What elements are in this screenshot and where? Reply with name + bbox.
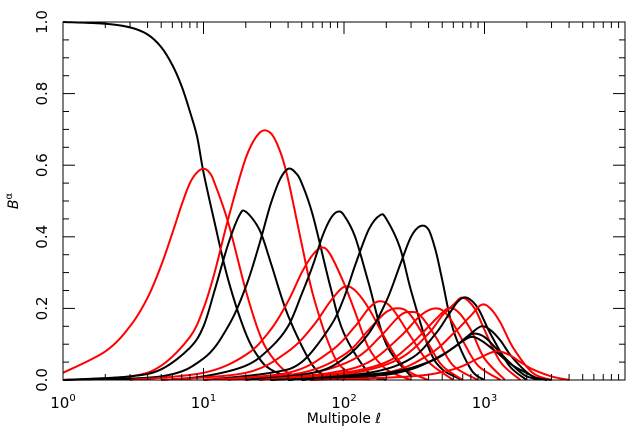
- y-axis-label-superscript: α: [4, 192, 15, 199]
- x-tick-label-base: 10: [472, 394, 491, 412]
- series-line-5: [62, 167, 387, 381]
- series-layer: [62, 21, 570, 381]
- x-tick-label-base: 10: [331, 394, 350, 412]
- series-line-12: [245, 310, 479, 381]
- series-line-7: [161, 210, 412, 381]
- x-tick-label-exponent: 2: [350, 393, 356, 404]
- series-line-21: [270, 335, 541, 381]
- y-axis-label: Bα: [4, 192, 22, 209]
- series-line-1: [62, 21, 313, 381]
- series-line-17: [288, 296, 528, 381]
- x-axis-label: Multipole ℓ: [307, 411, 381, 427]
- y-tick-label: 0.2: [33, 296, 51, 320]
- x-tick-label-exponent: 3: [491, 393, 497, 404]
- series-line-22: [312, 350, 570, 381]
- y-tick-label: 0.4: [33, 225, 51, 249]
- x-minor-ticks: [104, 22, 620, 380]
- x-tick-label: 100: [50, 393, 75, 412]
- y-axis: 0.0 0.2 0.4 0.6 0.8 1.0: [33, 10, 625, 392]
- x-tick-label: 101: [191, 393, 216, 412]
- x-tick-label-exponent: 0: [69, 393, 75, 404]
- x-tick-label-exponent: 1: [210, 393, 216, 404]
- y-tick-label: 0.6: [33, 153, 51, 177]
- series-line-18: [301, 303, 552, 381]
- series-line-15: [270, 306, 506, 381]
- series-line-4: [62, 209, 345, 381]
- y-tick-label: 1.0: [33, 10, 51, 34]
- series-line-11: [228, 307, 464, 381]
- series-line-10: [203, 300, 454, 381]
- series-line-16: [287, 296, 522, 381]
- y-tick-label: 0.8: [33, 82, 51, 106]
- x-tick-label-base: 10: [50, 394, 69, 412]
- plot-frame: [62, 21, 626, 381]
- y-axis-label-base: B: [6, 199, 22, 209]
- series-line-2: [62, 167, 314, 381]
- series-line-13: [245, 224, 486, 381]
- series-line-3: [62, 129, 370, 381]
- x-tick-label-base: 10: [191, 394, 210, 412]
- x-tick-label: 102: [331, 393, 356, 412]
- series-line-14: [259, 307, 502, 381]
- x-tick-label: 103: [472, 393, 497, 412]
- x-axis: 100 101 102 103: [50, 22, 497, 412]
- y-tick-label: 0.0: [33, 368, 51, 392]
- series-line-6: [129, 246, 412, 381]
